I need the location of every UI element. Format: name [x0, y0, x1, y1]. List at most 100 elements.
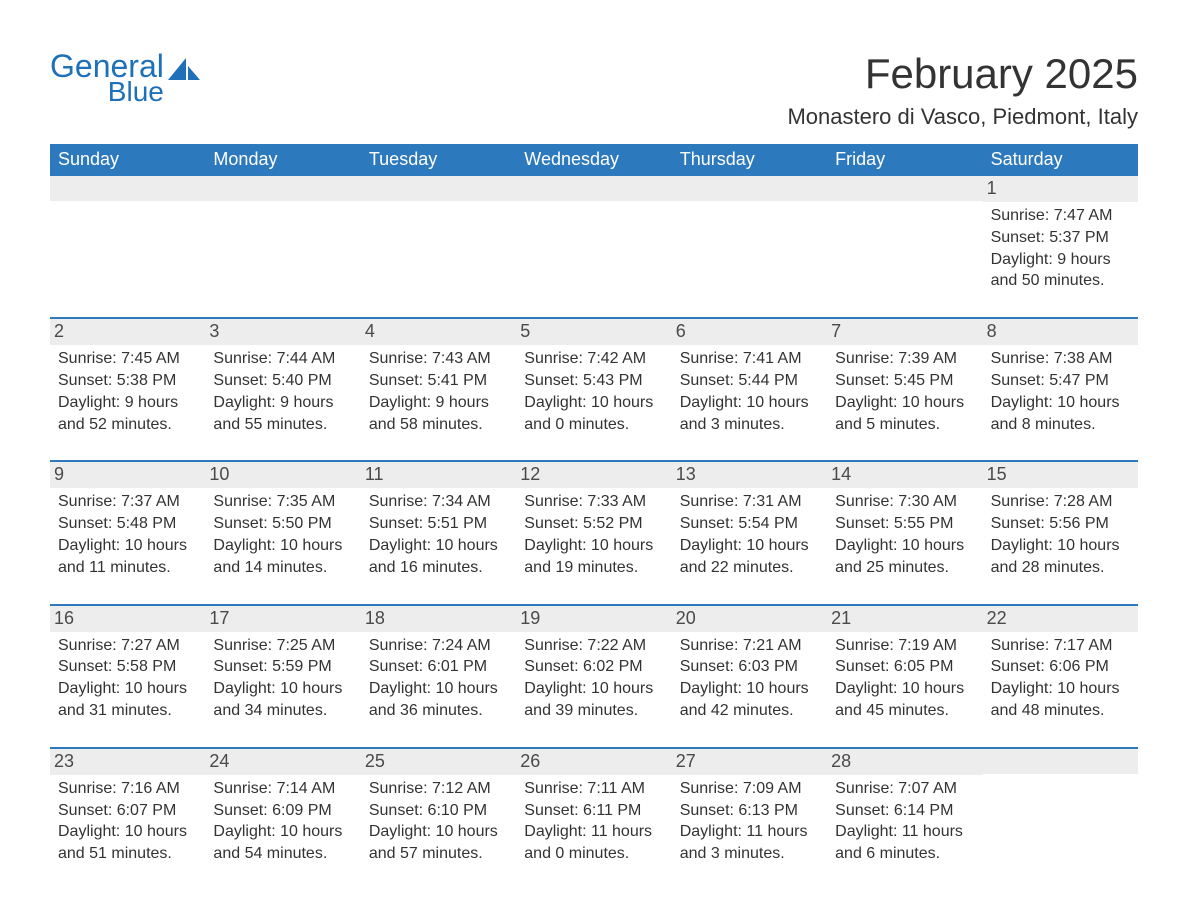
calendar: Sunday Monday Tuesday Wednesday Thursday… [50, 144, 1138, 880]
sunrise-line: Sunrise: 7:42 AM [524, 349, 663, 370]
month-title: February 2025 [787, 50, 1138, 98]
day-number: 25 [361, 749, 516, 775]
day-number: 18 [361, 606, 516, 632]
daylight-line-1: Daylight: 11 hours [680, 822, 819, 843]
calendar-day: 11Sunrise: 7:34 AMSunset: 5:51 PMDayligh… [361, 462, 516, 593]
weekday-header-row: Sunday Monday Tuesday Wednesday Thursday… [50, 144, 1138, 176]
sunset-line: Sunset: 5:54 PM [680, 514, 819, 535]
sunrise-line: Sunrise: 7:27 AM [58, 636, 197, 657]
weekday-header: Monday [205, 144, 360, 176]
day-number: 13 [672, 462, 827, 488]
weeks-container: 1Sunrise: 7:47 AMSunset: 5:37 PMDaylight… [50, 176, 1138, 880]
sunset-line: Sunset: 5:43 PM [524, 371, 663, 392]
daylight-line-1: Daylight: 10 hours [213, 679, 352, 700]
daylight-line-1: Daylight: 9 hours [213, 393, 352, 414]
calendar-day: 21Sunrise: 7:19 AMSunset: 6:05 PMDayligh… [827, 606, 982, 737]
weekday-header: Wednesday [516, 144, 671, 176]
day-number: 9 [50, 462, 205, 488]
day-info: Sunrise: 7:41 AMSunset: 5:44 PMDaylight:… [680, 349, 819, 435]
sunrise-line: Sunrise: 7:38 AM [991, 349, 1130, 370]
daylight-line-2: and 14 minutes. [213, 558, 352, 579]
calendar-day: 7Sunrise: 7:39 AMSunset: 5:45 PMDaylight… [827, 319, 982, 450]
daylight-line-2: and 42 minutes. [680, 701, 819, 722]
calendar-day: 14Sunrise: 7:30 AMSunset: 5:55 PMDayligh… [827, 462, 982, 593]
sunset-line: Sunset: 5:38 PM [58, 371, 197, 392]
calendar-day: 2Sunrise: 7:45 AMSunset: 5:38 PMDaylight… [50, 319, 205, 450]
calendar-day: 17Sunrise: 7:25 AMSunset: 5:59 PMDayligh… [205, 606, 360, 737]
day-number: 23 [50, 749, 205, 775]
daylight-line-1: Daylight: 10 hours [369, 536, 508, 557]
sunrise-line: Sunrise: 7:09 AM [680, 779, 819, 800]
sunrise-line: Sunrise: 7:47 AM [991, 206, 1130, 227]
sunset-line: Sunset: 6:03 PM [680, 657, 819, 678]
daylight-line-2: and 25 minutes. [835, 558, 974, 579]
daylight-line-1: Daylight: 10 hours [213, 536, 352, 557]
location: Monastero di Vasco, Piedmont, Italy [787, 104, 1138, 130]
calendar-day: 22Sunrise: 7:17 AMSunset: 6:06 PMDayligh… [983, 606, 1138, 737]
weekday-header: Thursday [672, 144, 827, 176]
sunrise-line: Sunrise: 7:07 AM [835, 779, 974, 800]
daylight-line-2: and 58 minutes. [369, 415, 508, 436]
day-info: Sunrise: 7:07 AMSunset: 6:14 PMDaylight:… [835, 779, 974, 865]
calendar-day: 13 Sunrise: 7:31 AMSunset: 5:54 PMDayligh… [672, 462, 827, 593]
daylight-line-1: Daylight: 9 hours [991, 250, 1130, 271]
day-number: 28 [827, 749, 982, 775]
sunset-line: Sunset: 5:41 PM [369, 371, 508, 392]
sunset-line: Sunset: 6:05 PM [835, 657, 974, 678]
day-info: Sunrise: 7:28 AMSunset: 5:56 PMDaylight:… [991, 492, 1130, 578]
calendar-day: 1Sunrise: 7:47 AMSunset: 5:37 PMDaylight… [983, 176, 1138, 307]
sunrise-line: Sunrise: 7:31 AM [680, 492, 819, 513]
daylight-line-1: Daylight: 10 hours [524, 536, 663, 557]
sunset-line: Sunset: 6:14 PM [835, 801, 974, 822]
sunset-line: Sunset: 6:02 PM [524, 657, 663, 678]
day-number: 2 [50, 319, 205, 345]
calendar-day [50, 176, 205, 307]
daylight-line-1: Daylight: 10 hours [58, 536, 197, 557]
day-info: Sunrise: 7:11 AMSunset: 6:11 PMDaylight:… [524, 779, 663, 865]
title-block: February 2025 Monastero di Vasco, Piedmo… [787, 50, 1138, 140]
day-info: Sunrise: 7:39 AMSunset: 5:45 PMDaylight:… [835, 349, 974, 435]
daylight-line-2: and 54 minutes. [213, 844, 352, 865]
day-info: Sunrise: 7:21 AMSunset: 6:03 PMDaylight:… [680, 636, 819, 722]
day-number: 12 [516, 462, 671, 488]
daylight-line-2: and 57 minutes. [369, 844, 508, 865]
daylight-line-1: Daylight: 10 hours [835, 679, 974, 700]
calendar-day [983, 749, 1138, 880]
sunrise-line: Sunrise: 7:41 AM [680, 349, 819, 370]
calendar-week: 1Sunrise: 7:47 AMSunset: 5:37 PMDaylight… [50, 176, 1138, 307]
day-number: 19 [516, 606, 671, 632]
daylight-line-1: Daylight: 9 hours [369, 393, 508, 414]
calendar-day [361, 176, 516, 307]
day-info: Sunrise: 7:44 AMSunset: 5:40 PMDaylight:… [213, 349, 352, 435]
day-number: 6 [672, 319, 827, 345]
calendar-day: 19Sunrise: 7:22 AMSunset: 6:02 PMDayligh… [516, 606, 671, 737]
calendar-week: 2Sunrise: 7:45 AMSunset: 5:38 PMDaylight… [50, 317, 1138, 450]
calendar-day [516, 176, 671, 307]
daylight-line-2: and 39 minutes. [524, 701, 663, 722]
day-info: Sunrise: 7:09 AMSunset: 6:13 PMDaylight:… [680, 779, 819, 865]
sunset-line: Sunset: 6:07 PM [58, 801, 197, 822]
calendar-day: 3Sunrise: 7:44 AMSunset: 5:40 PMDaylight… [205, 319, 360, 450]
day-number: 17 [205, 606, 360, 632]
sunrise-line: Sunrise: 7:34 AM [369, 492, 508, 513]
daylight-line-1: Daylight: 10 hours [524, 393, 663, 414]
daylight-line-1: Daylight: 10 hours [835, 536, 974, 557]
weekday-header: Friday [827, 144, 982, 176]
sunrise-line: Sunrise: 7:25 AM [213, 636, 352, 657]
day-info: Sunrise: 7:33 AMSunset: 5:52 PMDaylight:… [524, 492, 663, 578]
sunrise-line: Sunrise: 7:11 AM [524, 779, 663, 800]
daylight-line-2: and 48 minutes. [991, 701, 1130, 722]
day-info: Sunrise: 7:27 AMSunset: 5:58 PMDaylight:… [58, 636, 197, 722]
day-number: 5 [516, 319, 671, 345]
daylight-line-2: and 16 minutes. [369, 558, 508, 579]
calendar-day: 6 Sunrise: 7:41 AMSunset: 5:44 PMDaylight… [672, 319, 827, 450]
day-info: Sunrise: 7:42 AMSunset: 5:43 PMDaylight:… [524, 349, 663, 435]
day-number: 11 [361, 462, 516, 488]
sunrise-line: Sunrise: 7:22 AM [524, 636, 663, 657]
daylight-line-2: and 19 minutes. [524, 558, 663, 579]
sunset-line: Sunset: 6:11 PM [524, 801, 663, 822]
sunrise-line: Sunrise: 7:37 AM [58, 492, 197, 513]
sunset-line: Sunset: 5:50 PM [213, 514, 352, 535]
day-info: Sunrise: 7:31 AMSunset: 5:54 PMDaylight:… [680, 492, 819, 578]
day-number [516, 176, 671, 201]
